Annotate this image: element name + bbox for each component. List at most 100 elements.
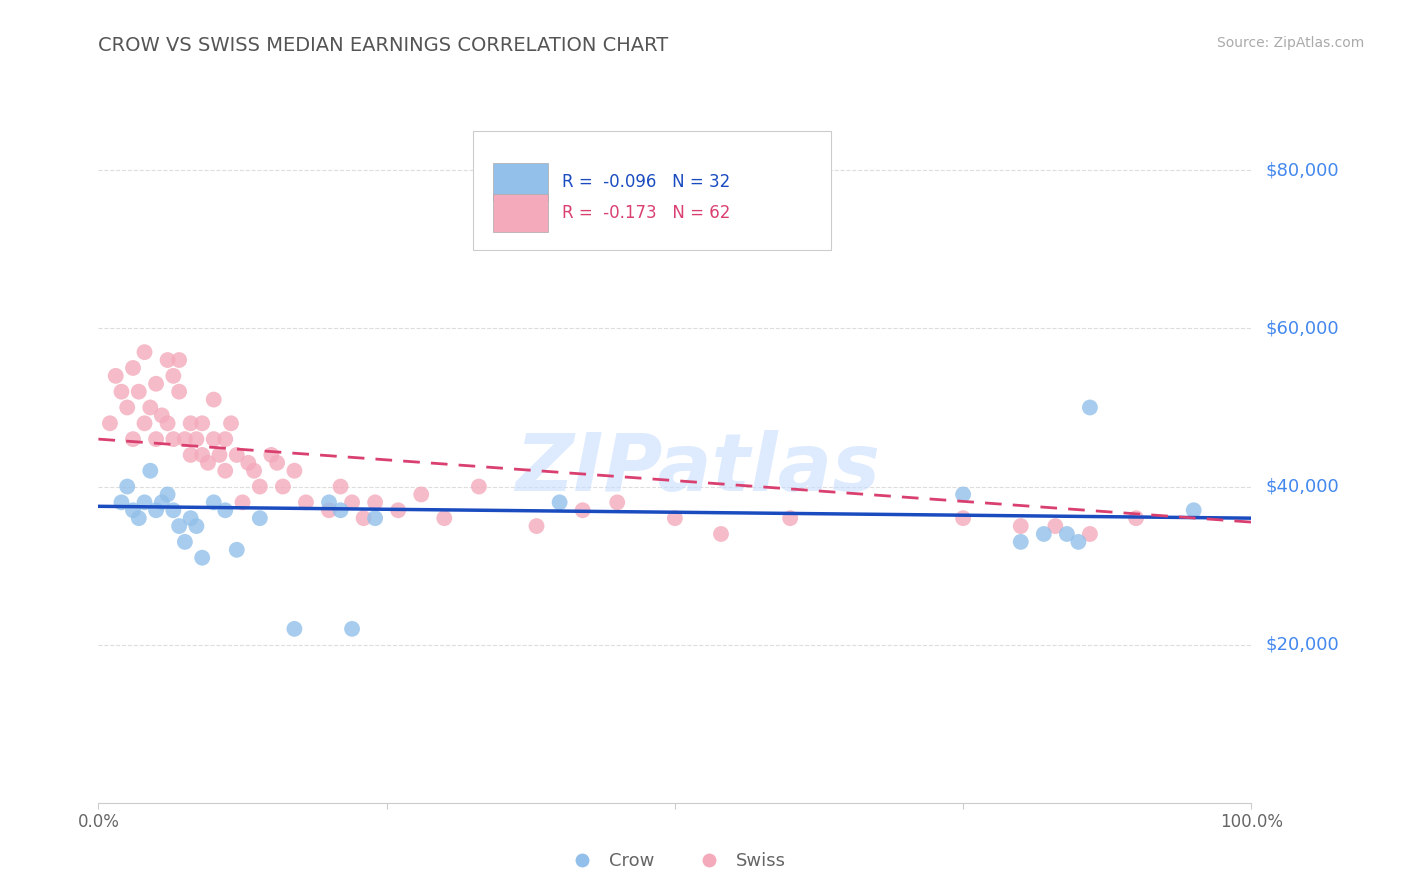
Point: [318, 495, 340, 509]
Point: [1067, 535, 1090, 549]
Point: [295, 495, 318, 509]
Point: [571, 503, 593, 517]
Point: [122, 432, 145, 446]
Text: $60,000: $60,000: [1265, 319, 1339, 337]
Point: [191, 417, 214, 431]
Point: [145, 432, 167, 446]
Point: [1056, 527, 1078, 541]
Point: [468, 479, 491, 493]
Point: [266, 456, 288, 470]
Point: [1032, 527, 1054, 541]
Point: [387, 503, 409, 517]
Point: [214, 464, 236, 478]
Point: [283, 622, 305, 636]
Point: [167, 519, 190, 533]
Point: [214, 432, 236, 446]
Point: [180, 448, 202, 462]
Point: [145, 503, 167, 517]
Bar: [492, 194, 548, 232]
Point: [150, 409, 173, 423]
Point: [526, 519, 548, 533]
Point: [1078, 527, 1101, 541]
Point: [162, 432, 184, 446]
Point: [1182, 503, 1205, 517]
Point: [180, 511, 202, 525]
Point: [174, 432, 197, 446]
Point: [202, 432, 225, 446]
Bar: [492, 162, 548, 201]
Point: [110, 384, 132, 399]
Point: [340, 622, 363, 636]
Point: [1010, 519, 1032, 533]
Point: [1078, 401, 1101, 415]
Point: [197, 456, 219, 470]
Text: $40,000: $40,000: [1265, 477, 1339, 496]
Point: [180, 417, 202, 431]
Point: [145, 376, 167, 391]
Text: R =  -0.096   N = 32: R = -0.096 N = 32: [562, 173, 730, 191]
Point: [1010, 535, 1032, 549]
Point: [271, 479, 294, 493]
Point: [202, 392, 225, 407]
Point: [1125, 511, 1147, 525]
Point: [243, 464, 266, 478]
Point: [952, 487, 974, 501]
Point: [219, 417, 242, 431]
Text: ZIPatlas: ZIPatlas: [516, 430, 880, 508]
Point: [167, 384, 190, 399]
Point: [104, 368, 127, 383]
Point: [225, 448, 247, 462]
Point: [606, 495, 628, 509]
Point: [162, 368, 184, 383]
Text: $20,000: $20,000: [1265, 636, 1339, 654]
Point: [122, 503, 145, 517]
Text: CROW VS SWISS MEDIAN EARNINGS CORRELATION CHART: CROW VS SWISS MEDIAN EARNINGS CORRELATIO…: [98, 36, 669, 54]
Point: [283, 464, 305, 478]
Text: Source: ZipAtlas.com: Source: ZipAtlas.com: [1216, 36, 1364, 50]
Point: [249, 479, 271, 493]
Point: [156, 417, 179, 431]
Point: [117, 479, 138, 493]
Point: [167, 353, 190, 368]
Point: [128, 511, 150, 525]
Point: [162, 503, 184, 517]
Point: [134, 345, 156, 359]
Point: [98, 417, 121, 431]
Point: [329, 503, 352, 517]
Point: [779, 511, 801, 525]
Point: [191, 550, 214, 565]
Point: [231, 495, 254, 509]
Point: [208, 448, 231, 462]
Point: [329, 479, 352, 493]
Point: [952, 511, 974, 525]
Point: [364, 511, 387, 525]
Point: [174, 535, 197, 549]
Point: [340, 495, 363, 509]
Point: [214, 503, 236, 517]
Text: R =  -0.173   N = 62: R = -0.173 N = 62: [562, 204, 730, 222]
Point: [202, 495, 225, 509]
Point: [1045, 519, 1067, 533]
FancyBboxPatch shape: [472, 131, 831, 250]
Point: [139, 401, 162, 415]
Point: [110, 495, 132, 509]
Point: [117, 401, 138, 415]
Legend: Crow, Swiss: Crow, Swiss: [557, 845, 793, 877]
Point: [134, 417, 156, 431]
Point: [710, 527, 733, 541]
Point: [122, 361, 145, 376]
Point: [128, 384, 150, 399]
Point: [318, 503, 340, 517]
Point: [260, 448, 283, 462]
Point: [249, 511, 271, 525]
Point: [156, 353, 179, 368]
Point: [238, 456, 260, 470]
Point: [548, 495, 571, 509]
Point: [139, 464, 162, 478]
Point: [134, 495, 156, 509]
Point: [353, 511, 375, 525]
Text: $80,000: $80,000: [1265, 161, 1339, 179]
Point: [150, 495, 173, 509]
Point: [191, 448, 214, 462]
Point: [186, 432, 208, 446]
